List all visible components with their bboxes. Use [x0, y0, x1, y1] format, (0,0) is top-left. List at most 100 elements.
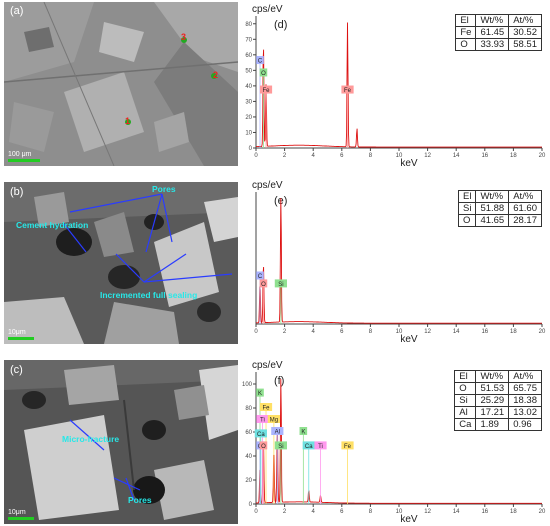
table-cell: 18.38 [508, 394, 542, 407]
panel-label: (d) [274, 19, 287, 31]
spot-marker-3 [181, 37, 187, 43]
element-label-box [274, 441, 287, 450]
x-tick-label: 2 [283, 509, 287, 515]
x-tick-label: 20 [539, 153, 546, 159]
table-row: O 41.65 28.17 [457, 214, 542, 227]
x-tick-label: 16 [481, 509, 488, 515]
x-axis-label: keV [400, 334, 418, 343]
element-label: Al [275, 430, 280, 436]
eds-spectrum-f: cps/eV (f) keV 0 2 4 6 8 10 12 14 16 18 20 0 20 40 60 80 10… [242, 358, 548, 523]
scale-bar-label: 10μm [8, 509, 26, 516]
eds-chart-d: cps/eV (d) keV 0 2 4 6 8 10 12 14 16 18 20 0 10 20 30 40 50… [245, 4, 546, 167]
x-tick-label: 20 [539, 509, 546, 515]
table-cell: 28.17 [508, 214, 542, 227]
table-cell: 41.65 [475, 214, 510, 227]
sem-image-b: (b) Pores Cement hydration Incremented f… [4, 182, 238, 344]
x-tick-label: 0 [254, 509, 258, 515]
element-label: O [261, 282, 266, 288]
x-tick-label: 6 [340, 153, 344, 159]
element-label-box [259, 85, 273, 94]
table-row: Fe 61.45 30.52 [455, 26, 542, 39]
table-cell: 13.02 [508, 406, 542, 419]
element-label: O [261, 444, 266, 450]
panel-label-c: (c) [10, 364, 23, 376]
y-tick-label: 70 [245, 37, 252, 43]
x-tick-label: 8 [369, 329, 373, 335]
x-tick-label: 12 [424, 153, 431, 159]
y-tick-label: 10 [245, 130, 252, 136]
element-label: Fe [263, 88, 271, 94]
element-label: Fe [263, 406, 271, 412]
x-tick-label: 20 [539, 329, 546, 335]
element-label: Ti [260, 418, 265, 424]
element-label-box [259, 403, 273, 411]
spot-label-1: 1 [125, 116, 131, 126]
table-cell: Al [454, 406, 477, 419]
element-label: K [258, 391, 262, 397]
y-tick-label: 60 [245, 430, 252, 436]
x-tick-label: 14 [453, 153, 460, 159]
x-tick-label: 14 [453, 329, 460, 335]
table-cell: 25.29 [475, 394, 510, 407]
table-header-cell: Wt/% [475, 14, 510, 27]
sem-image-c: (c) Micro-fracture Pores 10μm [4, 360, 238, 524]
x-tick-label: 0 [254, 329, 258, 335]
y-tick-label: 20 [245, 115, 252, 121]
composition-table-f: El Wt/% At/% O 51.53 65.75 Si 25.29 18.38 Al 17.21… [454, 370, 542, 431]
x-tick-label: 10 [396, 329, 403, 335]
y-axis-label: cps/eV [252, 180, 283, 191]
y-tick-label: 50 [245, 68, 252, 74]
y-tick-label: 0 [249, 146, 253, 152]
element-label-box [302, 441, 315, 450]
spot-marker-1 [125, 119, 131, 125]
element-label: O [261, 71, 266, 77]
x-axis-label: keV [400, 158, 418, 167]
y-tick-label: 40 [245, 84, 252, 90]
element-label-box [259, 441, 268, 450]
x-tick-label: 8 [369, 153, 373, 159]
element-label: Ti [318, 444, 323, 450]
scale-bar-label: 10μm [8, 329, 26, 336]
x-tick-label: 16 [481, 153, 488, 159]
spectrum-line [256, 197, 542, 324]
table-header-cell: At/% [508, 190, 542, 203]
x-tick-label: 12 [424, 509, 431, 515]
x-tick-label: 8 [369, 509, 373, 515]
x-tick-label: 2 [283, 329, 287, 335]
table-cell: Si [454, 394, 477, 407]
x-tick-label: 0 [254, 153, 258, 159]
table-cell: Si [457, 202, 477, 215]
x-tick-label: 4 [312, 153, 316, 159]
scale-bar [8, 337, 34, 340]
element-label-box [256, 415, 269, 423]
element-label-box [256, 271, 264, 280]
element-label: Si [278, 444, 283, 450]
panel-label: (f) [274, 375, 284, 387]
y-tick-label: 80 [245, 406, 252, 412]
x-tick-label: 4 [312, 329, 316, 335]
annotation-pores: Pores [152, 184, 176, 194]
element-label: Ca [257, 432, 265, 438]
table-cell: 65.75 [508, 382, 542, 395]
table-header-row: El Wt/% At/% [457, 190, 542, 203]
spectrum-line [256, 22, 542, 148]
annotation-sealing: Incremented full sealing [100, 290, 198, 300]
element-label-box [259, 68, 268, 77]
table-row: O 51.53 65.75 [454, 382, 542, 395]
spot-label-3: 3 [181, 32, 187, 42]
panel-label-a: (a) [10, 5, 24, 17]
table-header-cell: Wt/% [475, 370, 510, 383]
table-header-cell: Wt/% [475, 190, 510, 203]
eds-spectrum-d: cps/eV (d) keV 0 2 4 6 8 10 12 14 16 18 20 0 10 20 30 40 50… [242, 2, 548, 167]
element-label: Si [278, 282, 283, 288]
element-label-box [254, 429, 267, 438]
x-tick-label: 10 [396, 509, 403, 515]
panel-label-b: (b) [10, 186, 24, 198]
element-label-box [341, 85, 354, 94]
x-tick-label: 4 [312, 509, 316, 515]
element-label: K [301, 430, 305, 436]
table-cell: 0.96 [508, 418, 542, 431]
eds-spectrum-e: cps/eV (e) keV 0 2 4 6 8 10 12 14 16 18 20 C O Si El Wt/%… [242, 178, 548, 343]
x-tick-label: 18 [510, 153, 517, 159]
